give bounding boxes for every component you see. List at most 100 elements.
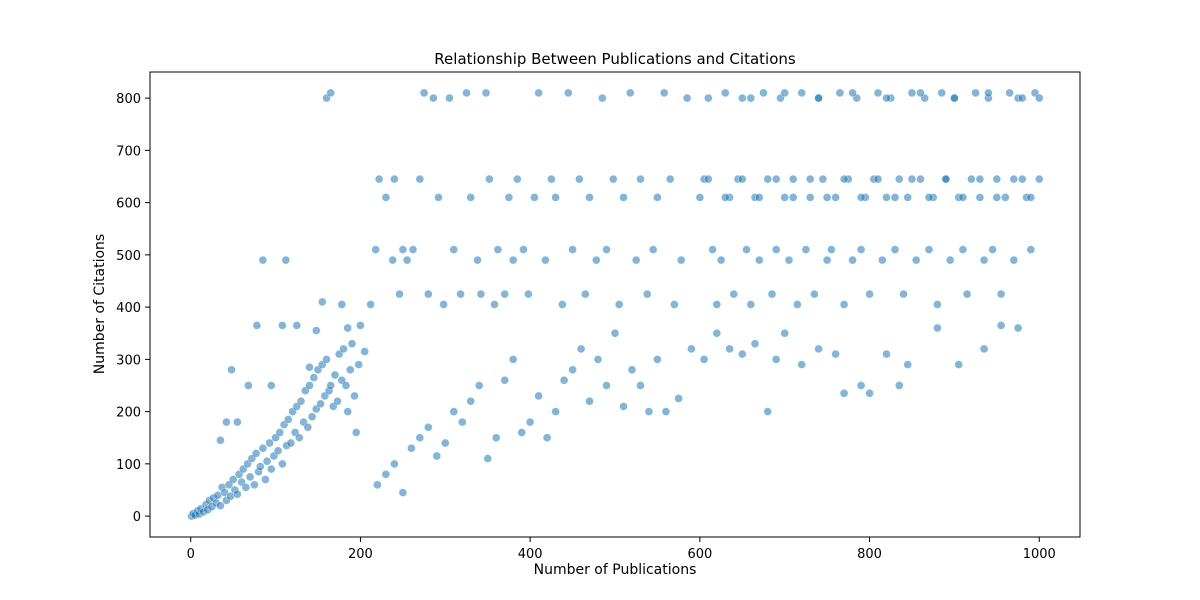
scatter-points: [187, 88, 1044, 521]
scatter-point: [771, 174, 781, 184]
scatter-point: [317, 297, 327, 307]
scatter-point: [984, 88, 993, 98]
scatter-point: [835, 88, 845, 98]
y-tick-label: 600: [116, 197, 141, 212]
scatter-point: [814, 93, 823, 103]
scatter-point: [865, 289, 874, 299]
scatter-point: [933, 323, 942, 333]
scatter-point: [374, 174, 384, 184]
scatter-point: [856, 245, 866, 254]
scatter-point: [958, 193, 968, 202]
scatter-point: [547, 174, 556, 184]
scatter-point: [541, 255, 550, 265]
scatter-point: [466, 396, 476, 406]
scatter-point: [534, 88, 543, 98]
scatter-point: [530, 193, 539, 202]
scatter-point: [767, 289, 777, 299]
scatter-point: [771, 245, 781, 254]
scatter-point: [252, 321, 262, 330]
scatter-point: [916, 88, 925, 98]
scatter-point: [746, 300, 756, 309]
scatter-point: [493, 245, 503, 254]
scatter-point: [585, 396, 594, 406]
scatter-point: [716, 255, 726, 265]
scatter-point: [907, 88, 917, 98]
scatter-point: [636, 174, 645, 184]
scatter-point: [975, 174, 985, 184]
scatter-point: [937, 88, 947, 98]
scatter-point: [423, 289, 433, 299]
scatter-point: [513, 174, 522, 184]
scatter-point: [381, 469, 391, 479]
scatter-point: [351, 428, 361, 437]
scatter-point: [350, 391, 359, 401]
scatter-point: [388, 255, 398, 265]
scatter-point: [911, 255, 921, 265]
scatter-point: [720, 193, 730, 202]
scatter-point: [848, 255, 857, 265]
x-axis-ticks: 0 200 400 600 800 1000: [187, 537, 1056, 562]
scatter-point: [610, 328, 620, 338]
scatter-point: [754, 193, 764, 202]
scatter-point: [286, 438, 296, 448]
scatter-point: [729, 289, 739, 299]
scatter-point: [856, 193, 866, 202]
scatter-point: [653, 355, 662, 364]
scatter-point: [373, 480, 382, 490]
scatter-point: [305, 362, 314, 372]
scatter-point: [371, 245, 381, 254]
scatter-point: [873, 174, 883, 184]
scatter-point: [462, 88, 471, 98]
scatter-point: [941, 174, 951, 184]
scatter-point: [265, 438, 274, 448]
scatter-point: [281, 255, 291, 265]
scatter-point: [687, 344, 696, 354]
scatter-point: [831, 193, 840, 202]
scatter-point: [491, 433, 501, 443]
x-axis-label: Number of Publications: [534, 562, 697, 578]
scatter-point: [831, 349, 840, 359]
x-tick-label: 0: [187, 547, 195, 562]
scatter-point: [670, 300, 679, 309]
scatter-point: [250, 480, 259, 490]
scatter-point: [958, 245, 968, 254]
scatter-point: [457, 417, 467, 427]
scatter-point: [307, 412, 317, 422]
scatter-point: [725, 344, 734, 354]
scatter-point: [784, 255, 794, 265]
scatter-point: [278, 321, 287, 330]
scatter-point: [903, 360, 913, 369]
scatter-point: [476, 289, 486, 299]
x-tick-label: 1000: [1023, 547, 1056, 562]
scatter-point: [341, 381, 351, 390]
scatter-point: [924, 193, 934, 202]
scatter-point: [326, 88, 336, 98]
scatter-point: [988, 245, 997, 254]
scatter-point: [631, 255, 641, 265]
scatter-point: [992, 174, 1002, 184]
y-tick-label: 800: [116, 92, 141, 107]
scatter-point: [746, 93, 756, 103]
scatter-point: [262, 456, 272, 466]
scatter-point: [439, 300, 448, 309]
scatter-point: [614, 300, 624, 309]
scatter-point: [992, 193, 1002, 202]
scatter-point: [258, 255, 268, 265]
scatter-point: [676, 255, 686, 265]
scatter-point: [712, 300, 722, 309]
scatter-point: [625, 88, 635, 98]
scatter-point: [398, 488, 408, 497]
scatter-point: [434, 193, 443, 202]
scatter-point: [827, 245, 836, 254]
scatter-point: [575, 174, 584, 184]
scatter-point: [882, 93, 891, 103]
scatter-point: [1035, 174, 1044, 184]
scatter-point: [508, 355, 518, 364]
scatter-point: [839, 174, 849, 184]
scatter-point: [456, 289, 465, 299]
y-tick-label: 500: [116, 249, 141, 264]
scatter-point: [597, 93, 607, 103]
scatter-point: [524, 289, 533, 299]
scatter-point: [500, 375, 510, 385]
scatter-point: [801, 245, 811, 254]
